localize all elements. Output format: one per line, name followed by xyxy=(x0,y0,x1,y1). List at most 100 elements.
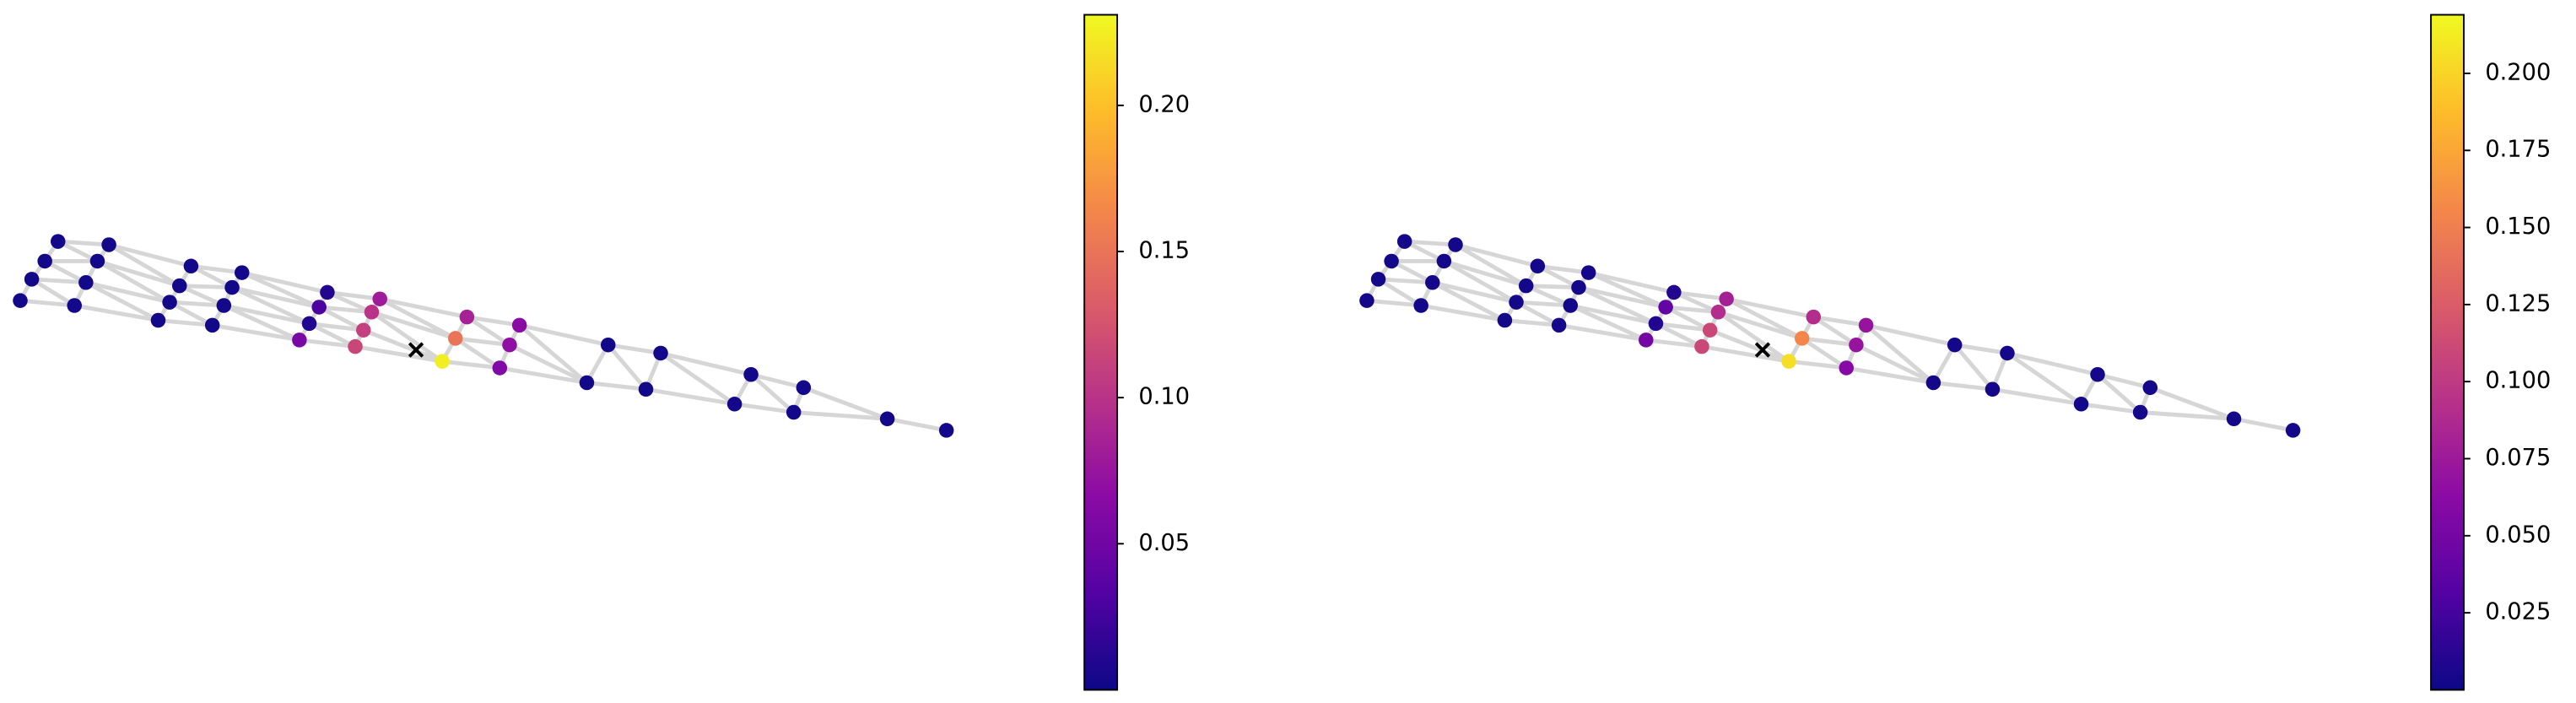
mesh-edge xyxy=(231,285,320,310)
node xyxy=(1448,237,1463,252)
mesh-edge xyxy=(1515,300,1571,308)
mesh-edge xyxy=(231,285,311,326)
mesh-edge xyxy=(1526,284,1580,290)
node xyxy=(1384,253,1399,269)
node xyxy=(1719,291,1734,306)
mesh-edge xyxy=(1404,239,1456,247)
mesh-edge xyxy=(318,305,365,333)
colorbar-tick-label: 0.10 xyxy=(1138,384,1190,410)
node xyxy=(2142,380,2158,396)
colorbar-tick-label: 0.05 xyxy=(1138,530,1190,556)
mesh-edge xyxy=(327,290,381,301)
mesh-edge xyxy=(1443,259,1518,305)
node xyxy=(1702,322,1718,338)
mesh-edge xyxy=(2140,410,2234,421)
mesh-edge xyxy=(1443,259,1527,288)
node xyxy=(1666,284,1682,300)
mesh-edge xyxy=(354,344,443,364)
mesh-edge xyxy=(1717,310,1803,341)
mesh-edge xyxy=(19,298,75,308)
node xyxy=(743,366,759,382)
mesh-edge xyxy=(1536,264,1580,289)
mesh-edge xyxy=(659,351,736,406)
mesh-edge xyxy=(1788,359,1847,370)
mesh-edge xyxy=(1420,303,1505,322)
mesh-edge xyxy=(31,277,86,285)
node xyxy=(1794,331,1810,346)
mesh-edge xyxy=(793,410,888,421)
mesh-edge xyxy=(1432,280,1517,305)
node xyxy=(1497,312,1513,328)
mesh-edge xyxy=(362,327,444,364)
node xyxy=(1551,317,1567,333)
node xyxy=(50,234,66,249)
mesh-edge xyxy=(85,280,170,305)
mesh-edge xyxy=(1390,259,1434,284)
mesh-edge xyxy=(1377,277,1423,308)
node xyxy=(1658,300,1673,315)
mesh-edge xyxy=(454,336,501,370)
node xyxy=(37,253,52,269)
node xyxy=(234,265,250,280)
node xyxy=(372,291,387,306)
mesh-edge xyxy=(1673,290,1727,301)
mesh-edge xyxy=(608,343,662,355)
mesh-edge xyxy=(518,323,589,385)
node xyxy=(2090,366,2105,382)
node xyxy=(1710,305,1726,320)
node xyxy=(1580,265,1596,280)
mesh-edge xyxy=(1504,318,1559,327)
mesh-edge xyxy=(2081,402,2141,414)
mesh-edge xyxy=(1801,336,1857,348)
colorbar xyxy=(1083,14,1119,691)
node xyxy=(1413,298,1428,313)
node xyxy=(1648,316,1664,332)
node xyxy=(786,404,802,420)
mesh-edge xyxy=(370,310,444,364)
mesh-edge xyxy=(466,315,521,327)
node xyxy=(348,338,363,354)
mesh-edge xyxy=(1378,277,1433,285)
node xyxy=(938,423,954,438)
mesh-edge xyxy=(1578,285,1666,310)
mesh-edge xyxy=(1431,280,1506,322)
node xyxy=(726,397,743,412)
node xyxy=(1849,337,1864,353)
mesh-edge xyxy=(96,259,181,288)
node xyxy=(78,274,94,290)
mesh-edge xyxy=(2149,386,2235,421)
node xyxy=(172,278,187,294)
node xyxy=(1806,309,1822,325)
node xyxy=(2000,345,2015,361)
node xyxy=(1509,295,1524,310)
mesh-edge xyxy=(299,338,356,349)
node xyxy=(600,337,616,353)
mesh-edge xyxy=(1801,336,1848,370)
mesh-edge xyxy=(1558,322,1647,343)
node xyxy=(459,309,475,325)
mesh-edge xyxy=(1515,300,1560,327)
mesh-edge xyxy=(1645,338,1703,349)
colorbar-tick-label: 0.125 xyxy=(2485,290,2551,316)
node xyxy=(24,272,40,287)
mesh-edge xyxy=(1992,387,2082,407)
mesh-edge xyxy=(499,365,587,385)
mesh-edge xyxy=(73,303,159,322)
node xyxy=(879,411,895,427)
mesh-edge xyxy=(441,359,500,370)
panel: 0.05 0.10 0.15 0.20 xyxy=(13,14,1190,691)
node xyxy=(653,345,668,361)
mesh-edge xyxy=(1672,290,1720,315)
node xyxy=(1858,317,1874,333)
node xyxy=(101,237,116,252)
mesh-edge xyxy=(96,259,171,305)
panel: 0.025 0.050 0.075 0.100 0.125 0.150 0.175 0.200 xyxy=(1359,14,2551,691)
node xyxy=(162,295,177,310)
node xyxy=(224,279,240,295)
node xyxy=(579,375,595,391)
mesh-edge xyxy=(466,315,511,347)
mesh-edge xyxy=(1845,365,1934,385)
colorbar xyxy=(2430,14,2465,691)
node xyxy=(2073,397,2089,412)
